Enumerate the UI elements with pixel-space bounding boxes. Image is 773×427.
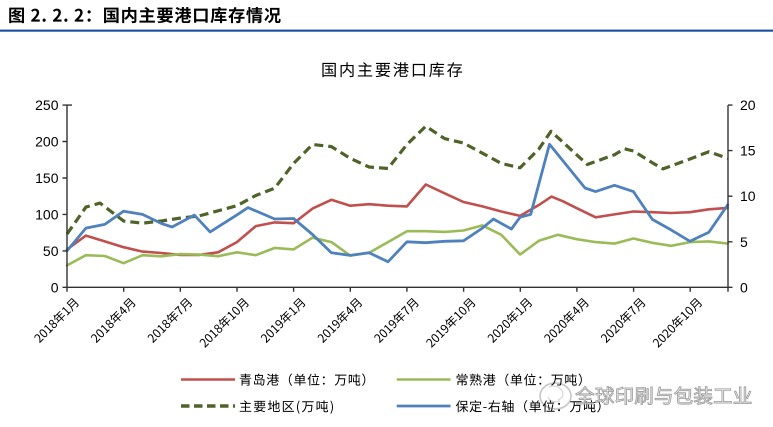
svg-text:10: 10	[740, 188, 756, 204]
svg-text:20: 20	[740, 97, 756, 113]
svg-text:5: 5	[740, 234, 748, 250]
svg-text:250: 250	[35, 97, 59, 113]
svg-text:200: 200	[35, 134, 59, 150]
svg-text:0: 0	[740, 279, 748, 295]
svg-text:50: 50	[43, 243, 59, 259]
svg-text:100: 100	[35, 206, 59, 222]
svg-text:150: 150	[35, 170, 59, 186]
svg-text:0: 0	[51, 279, 59, 295]
svg-text:15: 15	[740, 143, 756, 159]
